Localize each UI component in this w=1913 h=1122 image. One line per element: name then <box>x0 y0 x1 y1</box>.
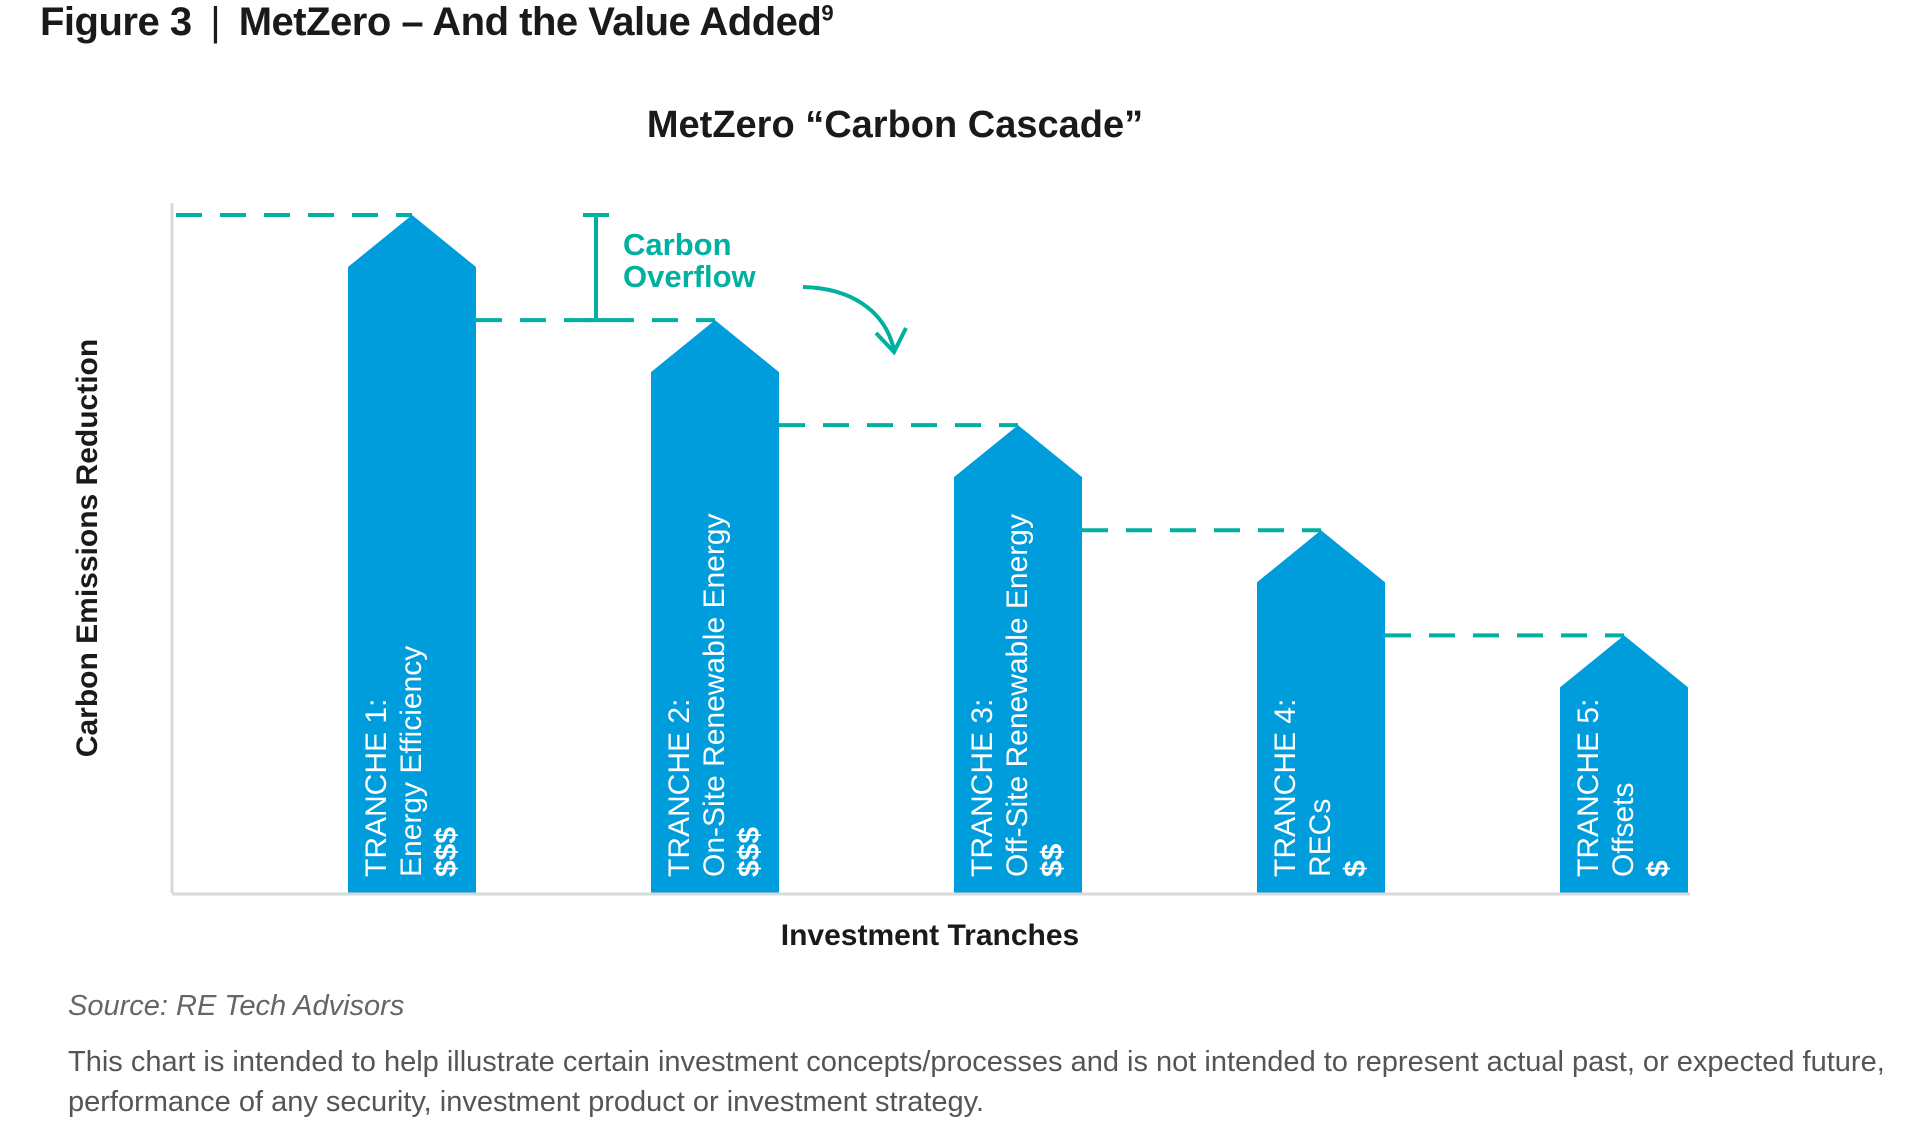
bar-5: TRANCHE 5: Offsets $ <box>1560 635 1688 893</box>
bar-2: TRANCHE 2: On-Site Renewable Energy $$$ <box>651 320 779 894</box>
figure-label: Figure 3 <box>40 0 192 44</box>
overflow-label-line1: Carbon <box>623 227 732 262</box>
figure-title-text: MetZero – And the Value Added <box>238 0 822 44</box>
bar-3: TRANCHE 3: Off-Site Renewable Energy $$ <box>954 425 1082 893</box>
chart-title: MetZero “Carbon Cascade” <box>646 104 1144 146</box>
bar-cost-label: $ <box>1339 860 1372 877</box>
bar-tranche-label: TRANCHE 2: <box>663 699 696 877</box>
bar-cost-label: $$ <box>1036 843 1069 877</box>
bars: TRANCHE 1: Energy Efficiency $$$ TRANCHE 2:… <box>348 215 1688 894</box>
bar-shape <box>954 425 1082 893</box>
bar-name-label: Off-Site Renewable Energy <box>1001 514 1034 877</box>
bar-shape <box>1257 530 1385 893</box>
y-axis-label: Carbon Emissions Reduction <box>71 339 104 757</box>
source-note: Source: RE Tech Advisors <box>68 990 405 1022</box>
bar-shape <box>348 215 476 893</box>
bar-name-label: Energy Efficiency <box>395 646 428 877</box>
overflow-arrowhead-icon <box>874 327 908 356</box>
bar-tranche-label: TRANCHE 5: <box>1572 699 1605 877</box>
bar-cost-label: $$$ <box>430 827 463 877</box>
disclaimer: This chart is intended to help illustrat… <box>68 1046 1885 1118</box>
carbon-overflow-annotation: Carbon Overflow <box>583 213 908 356</box>
bar-cost-label: $ <box>1642 860 1675 877</box>
figure-title: Figure 3 | MetZero – And the Value Added… <box>40 0 834 45</box>
bar-tranche-label: TRANCHE 3: <box>966 699 999 877</box>
bar-4: TRANCHE 4: RECs $ <box>1257 530 1385 893</box>
figure-separator: | <box>210 0 221 44</box>
bar-1: TRANCHE 1: Energy Efficiency $$$ <box>348 215 476 893</box>
bar-tranche-label: TRANCHE 4: <box>1269 699 1302 877</box>
x-axis-label: Investment Tranches <box>781 919 1079 952</box>
bar-cost-label: $$$ <box>733 827 766 877</box>
bar-name-label: Offsets <box>1607 783 1640 877</box>
bar-shape <box>651 320 779 894</box>
overflow-label-line2: Overflow <box>623 259 757 294</box>
bar-name-label: RECs <box>1304 799 1337 877</box>
bar-tranche-label: TRANCHE 1: <box>360 699 393 877</box>
footnote-ref: 9 <box>821 0 834 26</box>
bar-name-label: On-Site Renewable Energy <box>698 513 731 877</box>
dash-lines <box>176 213 1624 638</box>
bar-shape <box>1560 635 1688 893</box>
overflow-arrow-icon <box>802 285 896 351</box>
